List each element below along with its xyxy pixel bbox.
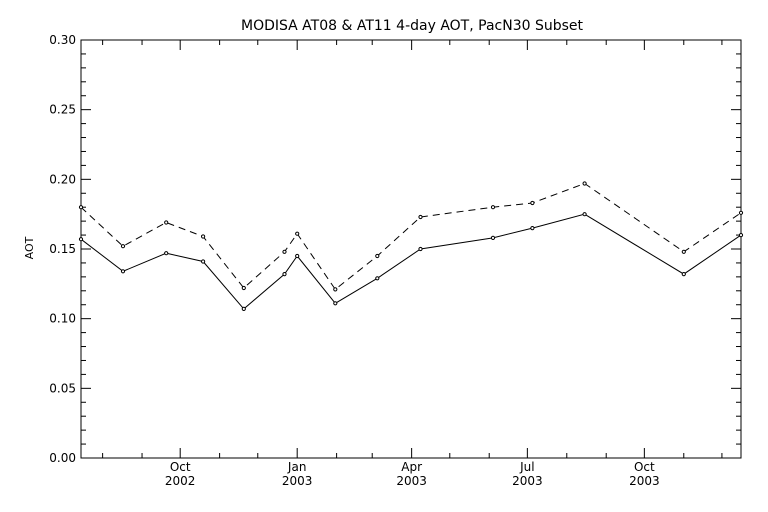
series-solid-point [490, 235, 496, 240]
x-tick-month-label: Jul [519, 460, 534, 474]
series-solid-point [241, 306, 246, 311]
series-dashed-point [490, 205, 496, 210]
x-tick-year-label: 2003 [629, 474, 660, 488]
series-dashed-point [738, 210, 744, 215]
series-dashed-point [530, 200, 535, 206]
series-dashed-point [164, 220, 169, 225]
x-tick-year-label: 2003 [282, 474, 313, 488]
y-tick-label: 0.05 [49, 381, 76, 395]
series-solid-point [681, 272, 686, 277]
x-tick-month-label: Oct [634, 460, 655, 474]
series-dashed-point [681, 249, 686, 254]
series-solid-point [295, 253, 300, 259]
series-solid-point [418, 246, 423, 252]
series-dashed-point [295, 231, 300, 236]
x-tick-year-label: 2002 [165, 474, 196, 488]
x-tick-year-label: 2003 [396, 474, 427, 488]
series-dashed-point [78, 205, 84, 210]
series-solid-point [582, 212, 587, 217]
series-layer [78, 181, 744, 311]
y-tick-label: 0.15 [49, 242, 76, 256]
series-solid-point [530, 226, 535, 231]
series-solid-point [333, 301, 338, 306]
series-solid-point [375, 276, 380, 281]
x-tick-month-label: Jan [287, 460, 307, 474]
x-tick-month-label: Apr [401, 460, 422, 474]
y-axis: 0.00 0.05 0.10 0.15 0.20 0.25 0.30 [49, 33, 741, 465]
y-axis-label: AOT [23, 236, 36, 259]
series-solid-point [282, 272, 287, 277]
y-tick-label: 0.00 [49, 451, 76, 465]
series-solid-point [164, 251, 169, 256]
y-tick-label: 0.30 [49, 33, 76, 47]
x-tick-year-label: 2003 [512, 474, 543, 488]
series-dashed-point [418, 214, 423, 220]
series-dashed-point [282, 249, 287, 254]
x-tick-month-label: Oct [170, 460, 191, 474]
series-solid-point [120, 269, 126, 274]
series-dashed-line [80, 182, 742, 291]
y-tick-label: 0.25 [49, 103, 76, 117]
series-solid-point [201, 259, 206, 264]
series-dashed-point [120, 244, 126, 249]
series-dashed-point [333, 287, 338, 292]
series-dashed-point [241, 285, 246, 291]
series-solid-line [80, 213, 742, 310]
chart-title: MODISA AT08 & AT11 4-day AOT, PacN30 Sub… [241, 18, 584, 34]
series-solid-point [78, 237, 84, 242]
series-dashed-point [582, 181, 587, 186]
y-tick-label: 0.20 [49, 172, 76, 186]
y-tick-label: 0.10 [49, 312, 76, 326]
series-dashed-point [201, 234, 206, 239]
series-dashed-point [375, 253, 380, 259]
series-solid-point [738, 233, 744, 238]
